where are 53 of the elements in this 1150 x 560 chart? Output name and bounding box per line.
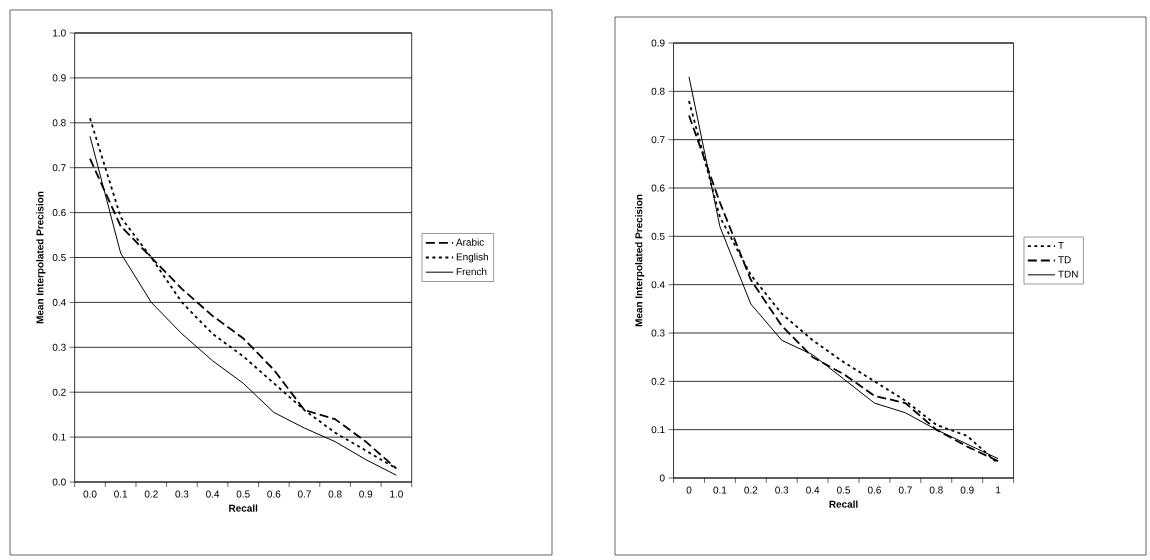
y-tick-label: 0.0 [52, 478, 66, 486]
y-tick-label: 0.6 [651, 184, 665, 192]
legend-label: TDN [1058, 270, 1078, 278]
y-tick-label: 0.8 [651, 87, 665, 95]
x-tick-label: 0.6 [867, 486, 881, 494]
x-tick-label: 0.8 [328, 490, 342, 498]
y-axis-title: Mean Interpolated Precision [36, 191, 46, 324]
legend-label: French [456, 267, 487, 276]
y-tick-label: 0.4 [52, 298, 66, 306]
x-tick-label: 0.3 [775, 486, 789, 494]
x-tick-label: 0.2 [144, 490, 158, 498]
x-tick-label: 0.3 [175, 490, 189, 498]
x-tick-label: 0.4 [806, 486, 820, 494]
x-tick-label: 0.5 [236, 490, 250, 498]
x-tick-label: 0 [686, 486, 692, 494]
y-tick-label: 0.2 [651, 377, 665, 385]
x-tick-label: 0.9 [960, 486, 974, 494]
y-tick-label: 0.1 [651, 426, 665, 434]
y-tick-label: 0.3 [651, 329, 665, 337]
y-axis-title: Mean Interpolated Precision [635, 194, 645, 327]
y-tick-label: 0.5 [52, 253, 66, 262]
x-axis-title: Recall [829, 500, 858, 508]
x-tick-label: 0.6 [267, 490, 281, 498]
legend-label: TD [1058, 256, 1071, 264]
x-tick-label: 0.5 [837, 486, 851, 494]
y-tick-label: 0.8 [52, 119, 66, 127]
x-axis-title: Recall [229, 504, 258, 512]
x-tick-label: 0.4 [206, 490, 220, 498]
x-tick-label: 0.7 [898, 486, 912, 494]
y-tick-label: 0.4 [651, 281, 665, 289]
y-tick-label: 0.1 [52, 433, 66, 441]
y-tick-label: 1.0 [53, 29, 66, 37]
y-tick-label: 0 [659, 474, 665, 482]
x-tick-label: 0.1 [114, 490, 128, 498]
legend-label: Arabic [456, 238, 484, 246]
x-tick-label: 0.9 [359, 490, 373, 498]
y-tick-label: 0.7 [52, 164, 66, 172]
y-tick-label: 0.9 [651, 39, 665, 47]
y-tick-label: 0.3 [52, 343, 66, 351]
legend-label: T [1058, 241, 1064, 249]
x-tick-label: 0.7 [297, 490, 311, 498]
x-tick-label: 0.2 [744, 486, 758, 494]
x-tick-label: 0.1 [713, 486, 727, 494]
y-tick-label: 0.2 [52, 388, 66, 396]
y-tick-label: 0.6 [52, 209, 66, 217]
x-tick-label: 0.8 [929, 486, 943, 494]
x-tick-label: 1 [996, 486, 1001, 494]
legend-label: English [456, 253, 488, 263]
x-tick-label: 0.0 [83, 490, 97, 498]
y-tick-label: 0.9 [52, 74, 66, 82]
y-tick-label: 0.5 [651, 232, 665, 240]
y-tick-label: 0.7 [651, 136, 665, 144]
x-tick-label: 1.0 [390, 490, 403, 498]
